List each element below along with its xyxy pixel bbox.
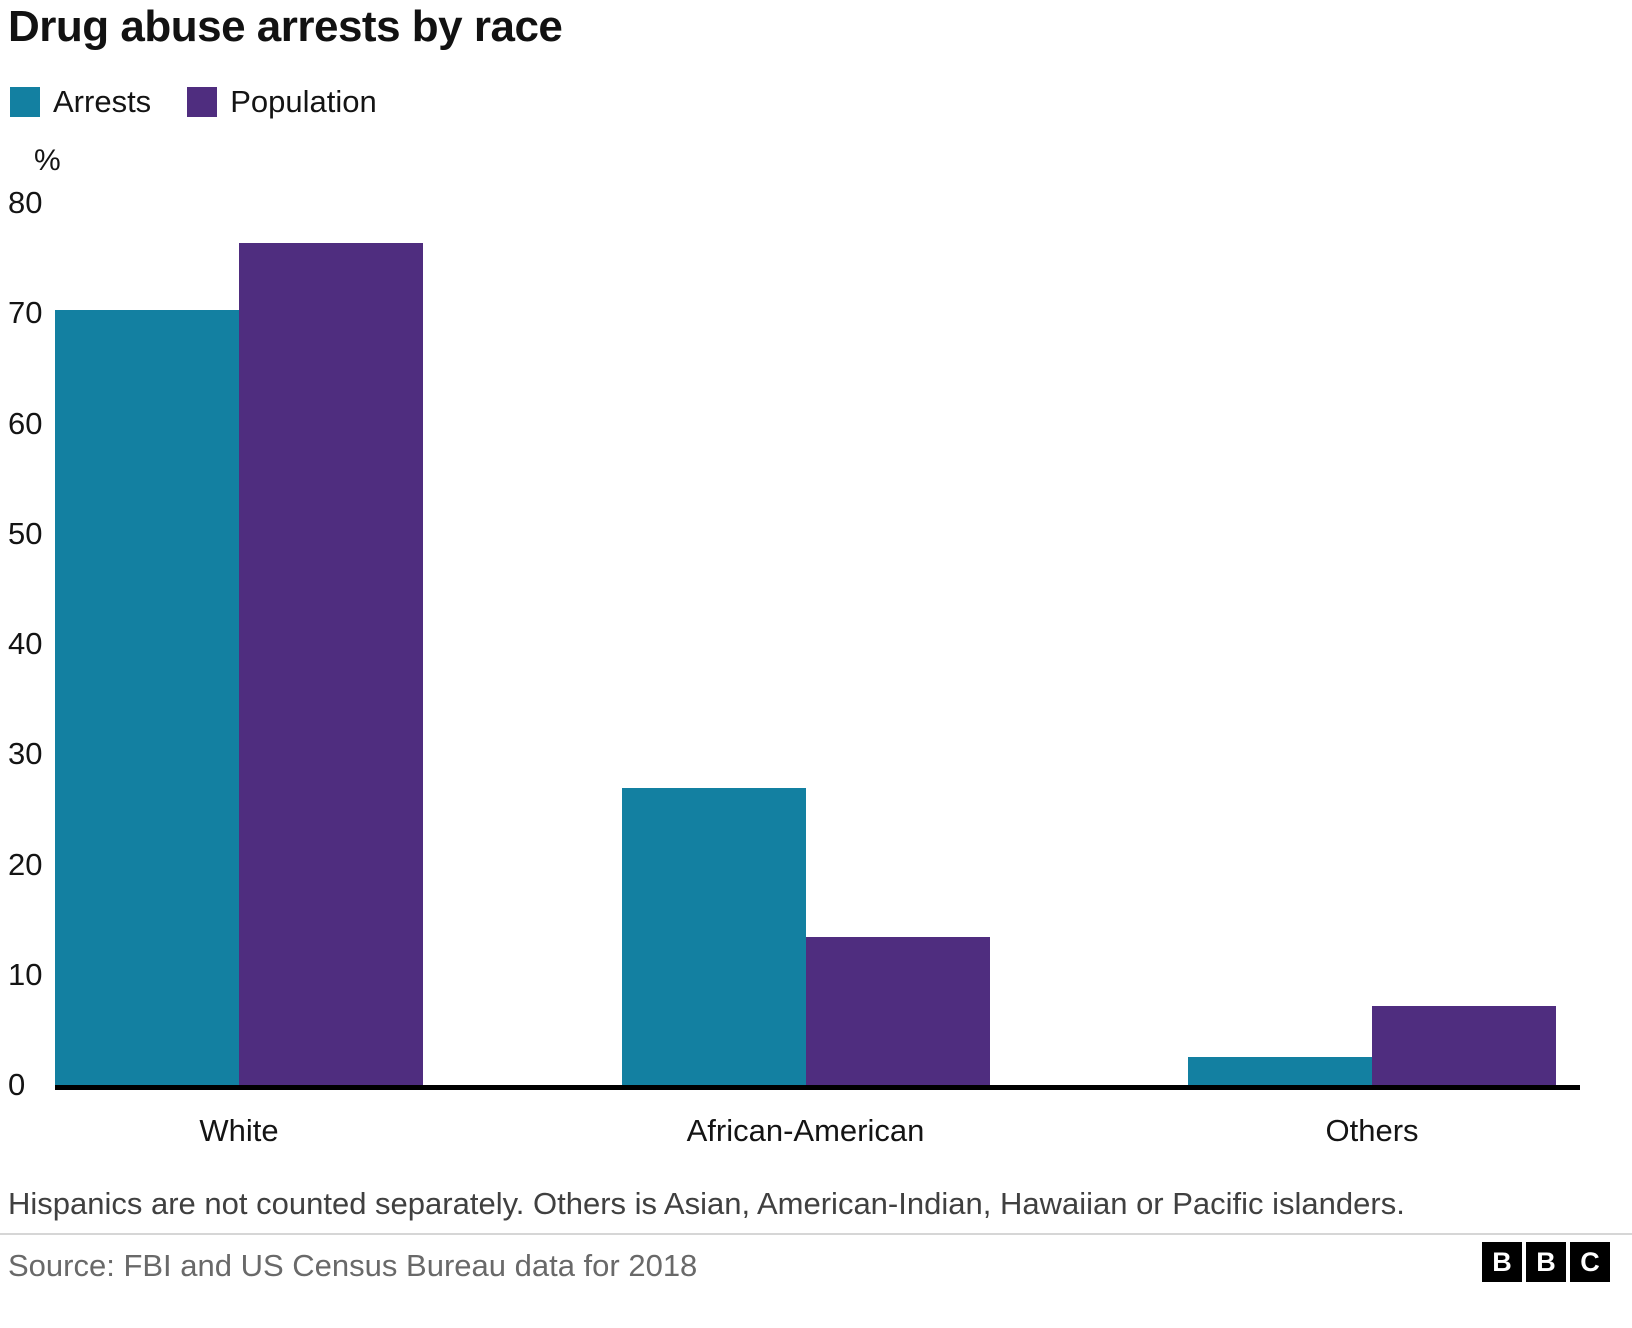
legend-label: Arrests	[53, 84, 152, 119]
y-tick-label: 10	[8, 956, 43, 992]
plot-area: White African-American Others	[55, 203, 1556, 1148]
legend-swatch-population	[187, 87, 218, 117]
y-tick-label: 30	[8, 736, 43, 772]
bar-group-african-american: African-American	[621, 203, 990, 1148]
y-tick-label: 50	[8, 515, 43, 551]
bar-group-others: Others	[1188, 203, 1556, 1148]
y-axis: 0 10 20 30 40 50 60 70 80	[8, 185, 78, 1102]
y-tick-label: 40	[8, 626, 43, 661]
logo-letter-block: B	[1526, 1242, 1566, 1282]
bar-population	[1372, 1005, 1556, 1085]
divider-line	[0, 1233, 1632, 1235]
bar-arrests	[621, 788, 806, 1085]
y-axis-unit-label: %	[34, 144, 61, 177]
bar-group-white: White	[55, 203, 423, 1148]
category-label: Others	[1325, 1113, 1419, 1148]
bar-population	[805, 937, 990, 1085]
x-axis-baseline	[55, 1085, 1580, 1090]
category-label: African-American	[686, 1113, 925, 1148]
y-tick-label: 70	[8, 295, 43, 331]
legend: Arrests Population	[10, 84, 377, 120]
logo-letter-block: C	[1570, 1242, 1610, 1282]
legend-item-arrests: Arrests	[10, 84, 151, 120]
chart-title: Drug abuse arrests by race	[8, 2, 563, 51]
logo-letter-block: B	[1482, 1242, 1522, 1282]
bar-arrests	[1188, 1057, 1372, 1085]
footnote-text: Hispanics are not counted separately. Ot…	[8, 1186, 1405, 1221]
bar-population	[239, 242, 423, 1085]
category-label: White	[199, 1113, 279, 1148]
y-tick-label: 0	[8, 1067, 26, 1102]
legend-swatch-arrests	[10, 87, 40, 117]
y-tick-label: 60	[8, 405, 43, 441]
y-tick-label: 80	[8, 185, 43, 220]
legend-item-population: Population	[187, 84, 377, 120]
bar-arrests	[55, 309, 239, 1085]
source-text: Source: FBI and US Census Bureau data fo…	[8, 1248, 698, 1283]
legend-label: Population	[230, 84, 377, 119]
y-tick-label: 20	[8, 846, 43, 882]
